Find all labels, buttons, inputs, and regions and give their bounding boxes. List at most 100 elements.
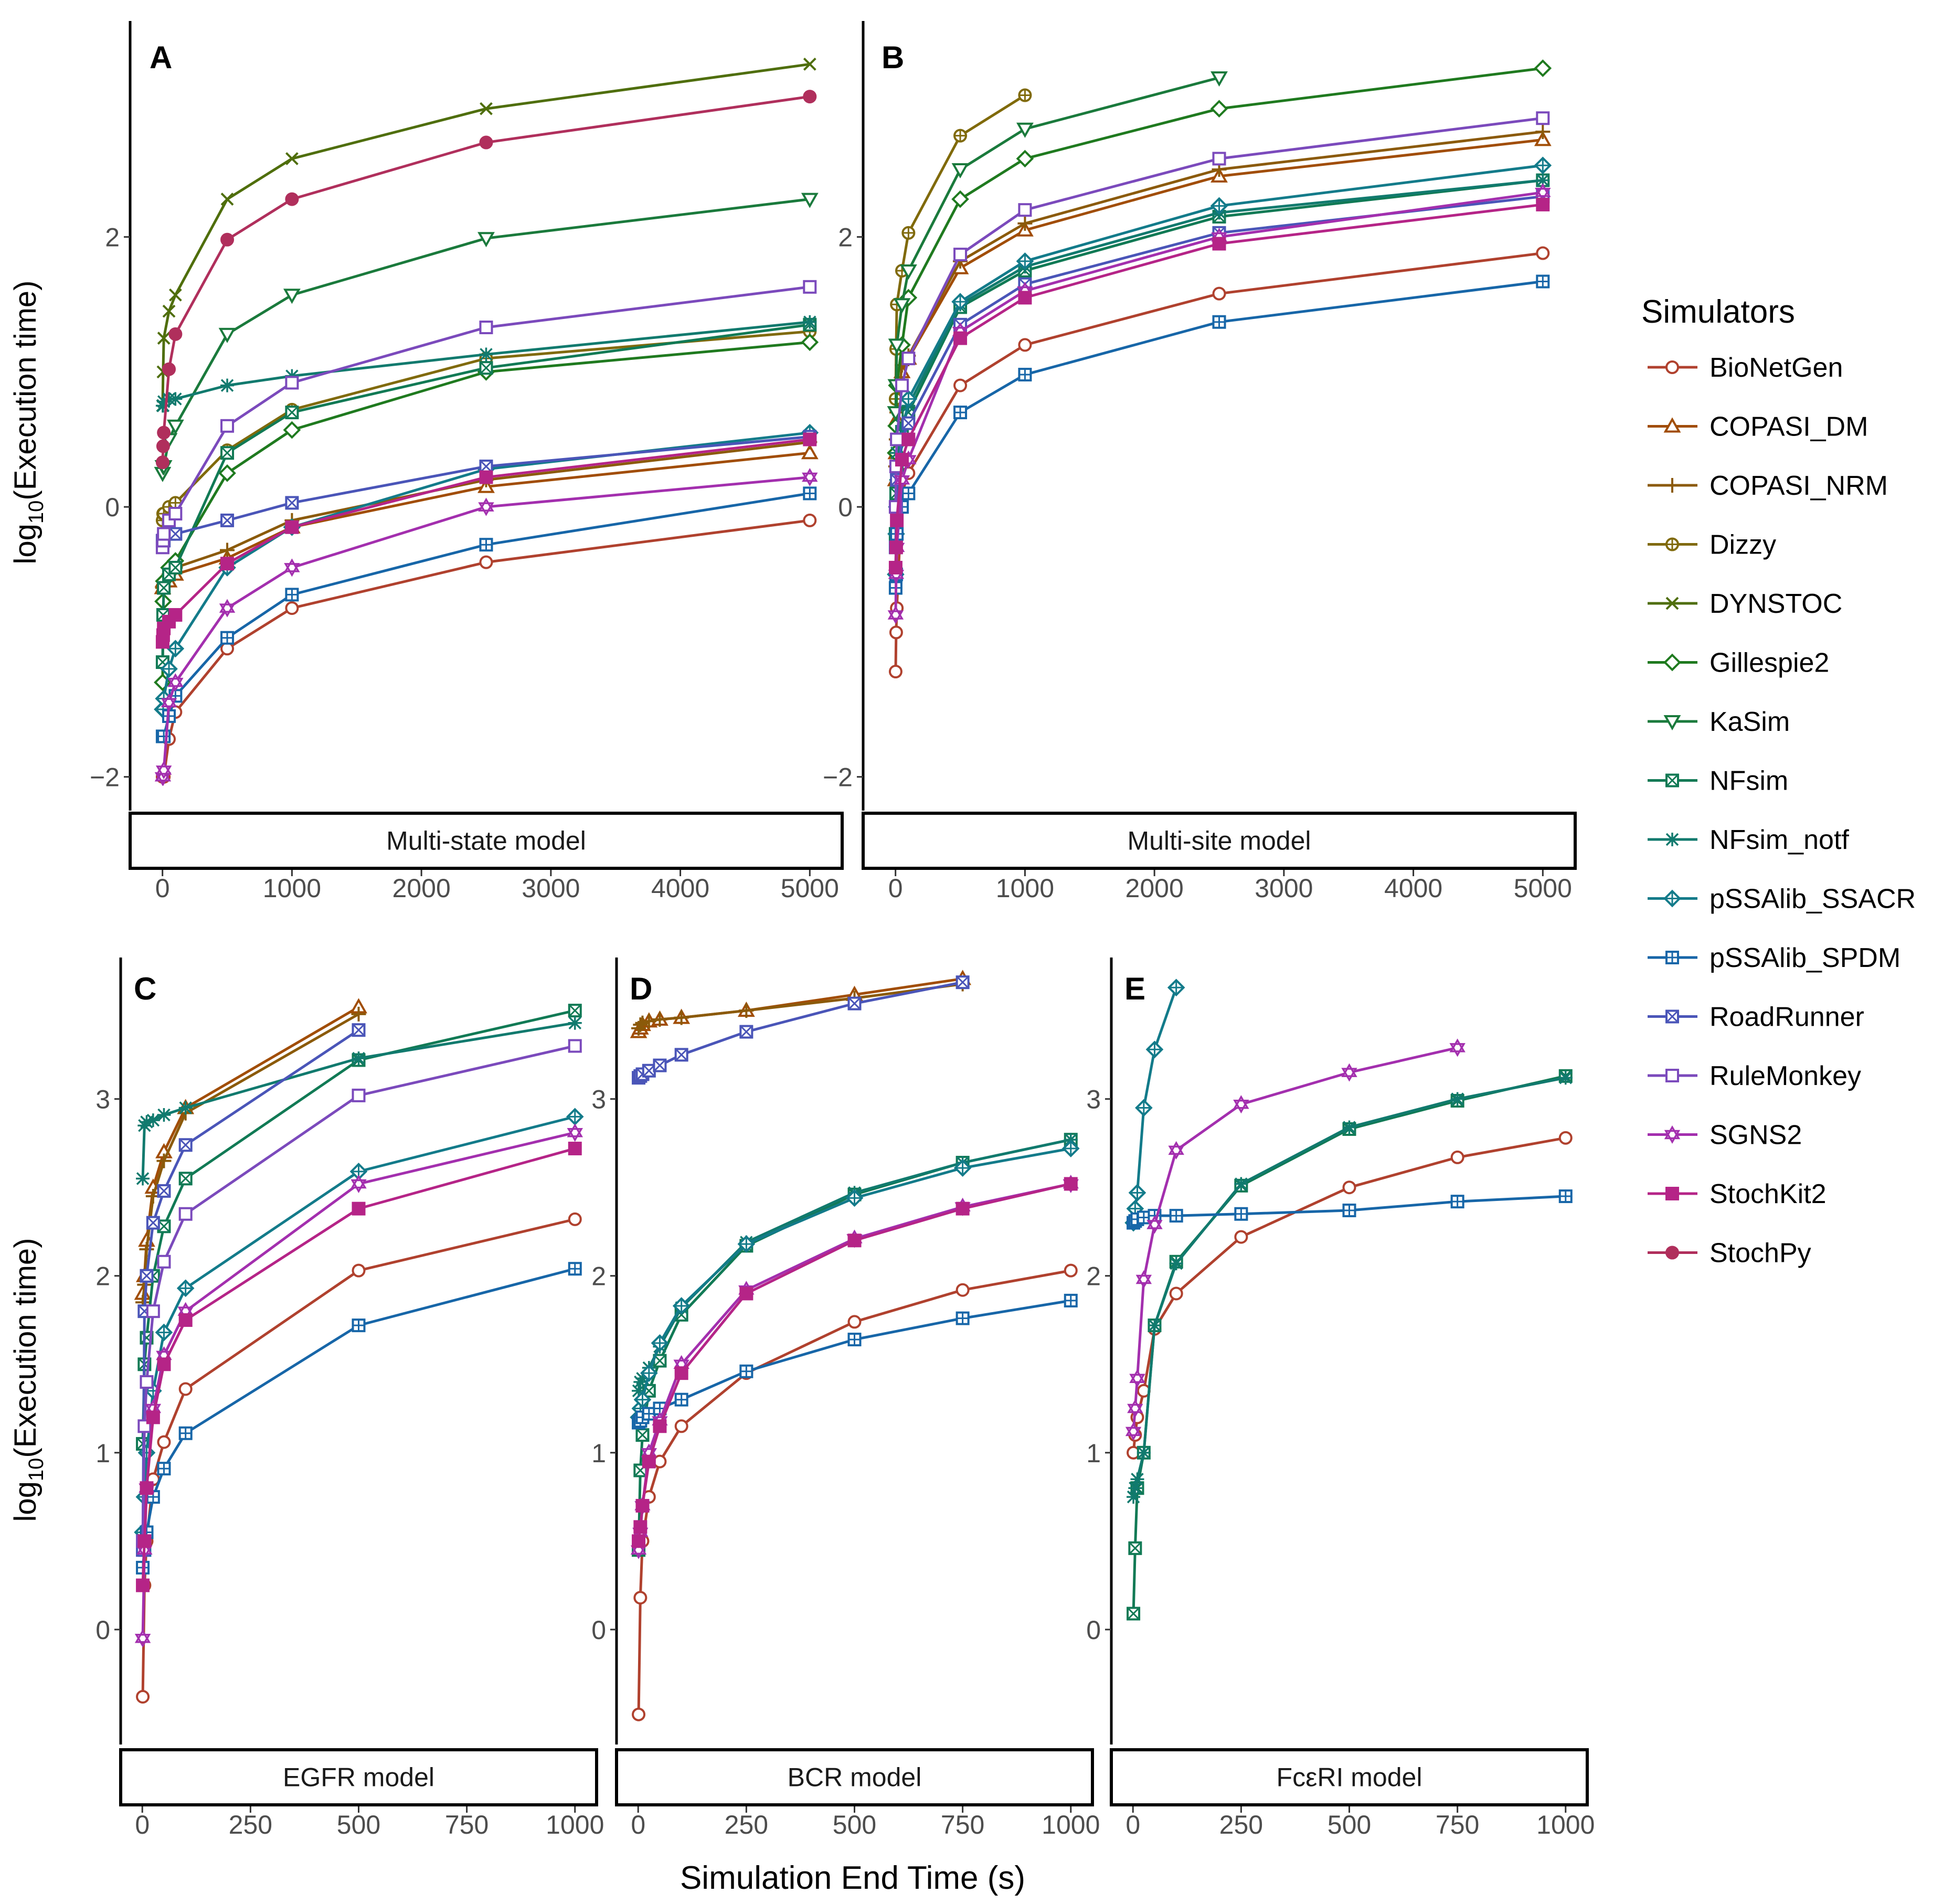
x-tick-label: 5000	[781, 874, 839, 903]
x-tick-label: 1000	[1536, 1810, 1595, 1839]
data-point	[178, 1313, 193, 1327]
data-point	[1558, 1131, 1573, 1145]
series-line	[1132, 1076, 1566, 1497]
data-point	[739, 1364, 753, 1378]
x-tick-label: 250	[725, 1810, 768, 1839]
data-point	[1342, 1180, 1356, 1195]
data-point	[352, 1263, 366, 1278]
data-point	[137, 1119, 152, 1133]
data-point	[220, 419, 235, 433]
legend-label: RoadRunner	[1710, 1002, 1864, 1033]
data-point	[219, 599, 236, 618]
y-axis-title-bottom: log10(Execution time)	[8, 1238, 48, 1522]
series-sgns2	[154, 468, 818, 786]
data-point	[479, 555, 493, 569]
data-point	[351, 1006, 366, 1022]
data-point	[479, 459, 493, 473]
data-point	[1145, 1040, 1164, 1059]
data-point	[479, 538, 493, 552]
data-point	[479, 135, 493, 150]
data-point	[351, 1174, 367, 1193]
data-point	[220, 446, 235, 460]
data-point	[632, 1384, 646, 1398]
data-point	[220, 543, 235, 558]
data-point	[1212, 315, 1226, 329]
data-point	[739, 1003, 754, 1018]
data-point	[1234, 1207, 1248, 1221]
legend-item-roadrunner: RoadRunner	[1648, 1002, 1864, 1033]
legend-marker	[1665, 597, 1679, 610]
data-point	[803, 57, 816, 71]
series-line	[894, 67, 1543, 453]
series-sgns2	[1125, 1038, 1466, 1441]
y-tick-label: 3	[1086, 1085, 1101, 1114]
strip-title: Multi-site model	[1127, 826, 1311, 856]
data-point	[1450, 1092, 1464, 1106]
data-point	[157, 332, 171, 345]
data-point	[139, 1242, 154, 1257]
data-point	[220, 378, 235, 392]
data-point	[178, 1382, 193, 1396]
data-point	[1211, 71, 1228, 87]
data-point	[652, 1012, 667, 1027]
legend: Simulators BioNetGen COPASI_DM COPASI_NRM D…	[1641, 294, 1916, 1269]
data-point	[157, 1254, 171, 1269]
y-tick-label: 2	[105, 223, 120, 252]
y-axis-title-subscript: 10	[25, 1458, 48, 1482]
legend-label: NFsim	[1710, 766, 1788, 796]
data-point	[284, 558, 300, 577]
data-point	[568, 1039, 582, 1053]
data-point	[632, 1707, 646, 1721]
data-point	[651, 1334, 669, 1352]
data-point	[1018, 88, 1032, 102]
series-line	[141, 1009, 576, 1444]
legend-marker	[1663, 417, 1681, 433]
y-axis-title-suffix: (Execution time)	[8, 281, 43, 501]
data-point	[1061, 1140, 1080, 1157]
data-point	[155, 761, 172, 780]
data-point	[803, 432, 817, 446]
series-roadrunner	[632, 975, 970, 1085]
data-point	[893, 298, 911, 314]
series-pssalib-ssacr	[630, 1140, 1080, 1427]
data-point	[568, 1262, 582, 1276]
data-point	[352, 1023, 366, 1037]
data-point	[285, 601, 299, 615]
data-point	[672, 1297, 691, 1315]
series-line	[161, 95, 810, 463]
data-point	[1016, 122, 1034, 138]
data-point	[1128, 1481, 1142, 1495]
x-tick-label: 1000	[546, 1810, 604, 1839]
x-tick-label: 0	[135, 1810, 150, 1839]
data-point	[1146, 1215, 1163, 1234]
data-point	[168, 288, 182, 302]
y-tick-label: 0	[95, 1615, 110, 1645]
data-point	[220, 232, 235, 247]
legend-label: COPASI_DM	[1710, 412, 1868, 442]
y-axis-title-subscript: 10	[25, 501, 48, 524]
panel-b: −2 0 2 Multi-site model 0 1000 2000 3000 4000 500…	[823, 21, 1577, 903]
series-line	[162, 492, 810, 738]
data-point	[901, 226, 916, 240]
data-point	[1137, 1445, 1151, 1460]
data-point	[1169, 1209, 1183, 1223]
series-line	[637, 1183, 1071, 1541]
data-point	[140, 1481, 154, 1495]
data-point	[160, 660, 178, 678]
series-line	[1132, 1136, 1566, 1453]
legend-item-pssalib-spdm: pSSAlib_SPDM	[1648, 943, 1900, 973]
data-point	[801, 333, 819, 352]
data-point	[801, 193, 819, 208]
data-point	[1234, 1177, 1248, 1191]
series-nfsim	[1127, 1069, 1573, 1621]
series-line	[141, 1045, 576, 1541]
data-point	[901, 486, 916, 501]
data-point	[146, 1304, 160, 1318]
x-tick-label: 1000	[996, 874, 1054, 903]
data-point	[285, 496, 299, 510]
data-point	[479, 347, 493, 361]
data-point	[1233, 1095, 1249, 1114]
data-point	[674, 1366, 688, 1380]
data-point	[568, 1142, 582, 1156]
series-rulemonkey	[136, 1039, 582, 1548]
